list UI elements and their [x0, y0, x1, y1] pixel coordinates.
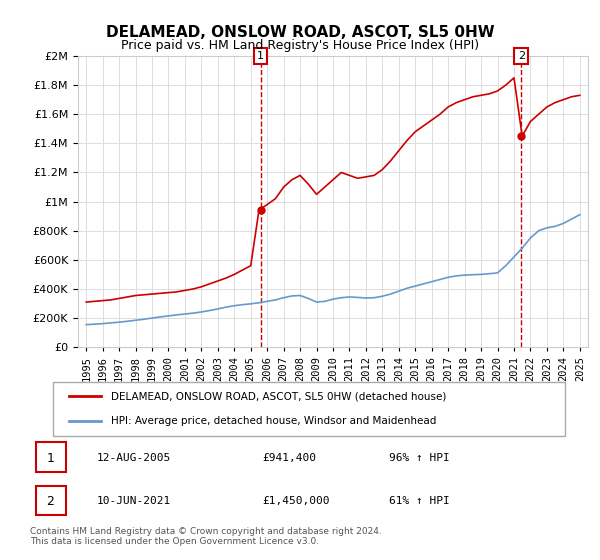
Text: 61% ↑ HPI: 61% ↑ HPI [389, 496, 449, 506]
FancyBboxPatch shape [35, 442, 66, 472]
FancyBboxPatch shape [35, 486, 66, 515]
Text: 12-AUG-2005: 12-AUG-2005 [96, 453, 170, 463]
Text: 2: 2 [46, 494, 55, 508]
Text: HPI: Average price, detached house, Windsor and Maidenhead: HPI: Average price, detached house, Wind… [112, 416, 437, 426]
Text: 10-JUN-2021: 10-JUN-2021 [96, 496, 170, 506]
Text: 1: 1 [46, 451, 55, 465]
Text: 1: 1 [257, 51, 264, 61]
Text: DELAMEAD, ONSLOW ROAD, ASCOT, SL5 0HW: DELAMEAD, ONSLOW ROAD, ASCOT, SL5 0HW [106, 25, 494, 40]
FancyBboxPatch shape [53, 382, 565, 436]
Text: £1,450,000: £1,450,000 [262, 496, 329, 506]
Text: 96% ↑ HPI: 96% ↑ HPI [389, 453, 449, 463]
Text: Price paid vs. HM Land Registry's House Price Index (HPI): Price paid vs. HM Land Registry's House … [121, 39, 479, 52]
Text: £941,400: £941,400 [262, 453, 316, 463]
Text: Contains HM Land Registry data © Crown copyright and database right 2024.
This d: Contains HM Land Registry data © Crown c… [30, 526, 382, 546]
Text: DELAMEAD, ONSLOW ROAD, ASCOT, SL5 0HW (detached house): DELAMEAD, ONSLOW ROAD, ASCOT, SL5 0HW (d… [112, 391, 447, 402]
Text: 2: 2 [518, 51, 525, 61]
